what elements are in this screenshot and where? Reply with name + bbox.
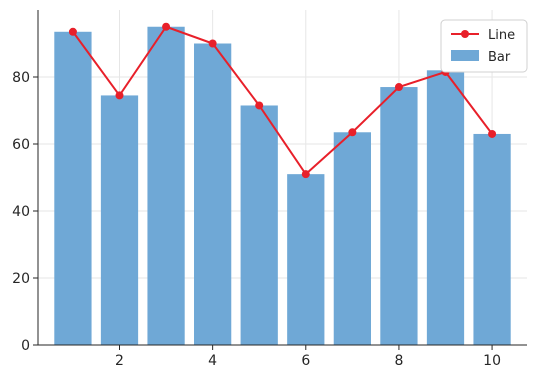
bar	[194, 43, 232, 345]
y-tick-label: 0	[21, 338, 30, 354]
line-point	[208, 39, 217, 48]
line-point	[488, 129, 497, 138]
legend-label-bar: Bar	[488, 50, 511, 65]
line-point	[115, 91, 124, 100]
x-tick-label: 4	[208, 353, 217, 365]
bar-series	[54, 26, 511, 346]
line-point	[162, 22, 171, 31]
line-point	[348, 128, 357, 137]
bar	[333, 132, 371, 345]
y-tick-label: 20	[12, 271, 30, 287]
bar	[473, 133, 511, 345]
bar	[287, 174, 325, 345]
x-tick-label: 10	[483, 353, 501, 365]
bar	[100, 95, 139, 345]
y-tick-label: 80	[12, 70, 30, 86]
line-point	[68, 27, 77, 36]
y-tick-label: 60	[12, 137, 30, 153]
y-tick-label: 40	[12, 204, 30, 220]
bar	[426, 70, 465, 346]
x-tick-label: 8	[394, 353, 403, 365]
x-tick-label: 2	[115, 353, 124, 365]
bar	[380, 87, 418, 346]
legend-label-line: Line	[488, 28, 515, 43]
legend-line-marker	[461, 30, 469, 38]
bar	[240, 105, 278, 345]
legend: Line Bar	[440, 19, 528, 73]
line-point	[255, 101, 264, 110]
line-point	[301, 170, 310, 179]
line-point	[394, 83, 403, 92]
bar	[147, 26, 185, 345]
x-tick-label: 6	[301, 353, 310, 365]
y-axis-ticks: 0 20 40 60 80	[12, 70, 38, 354]
x-axis-ticks: 2 4 6 8 10	[115, 345, 501, 365]
bar	[54, 31, 92, 346]
legend-bar-swatch	[451, 50, 479, 61]
series-line	[72, 25, 493, 176]
